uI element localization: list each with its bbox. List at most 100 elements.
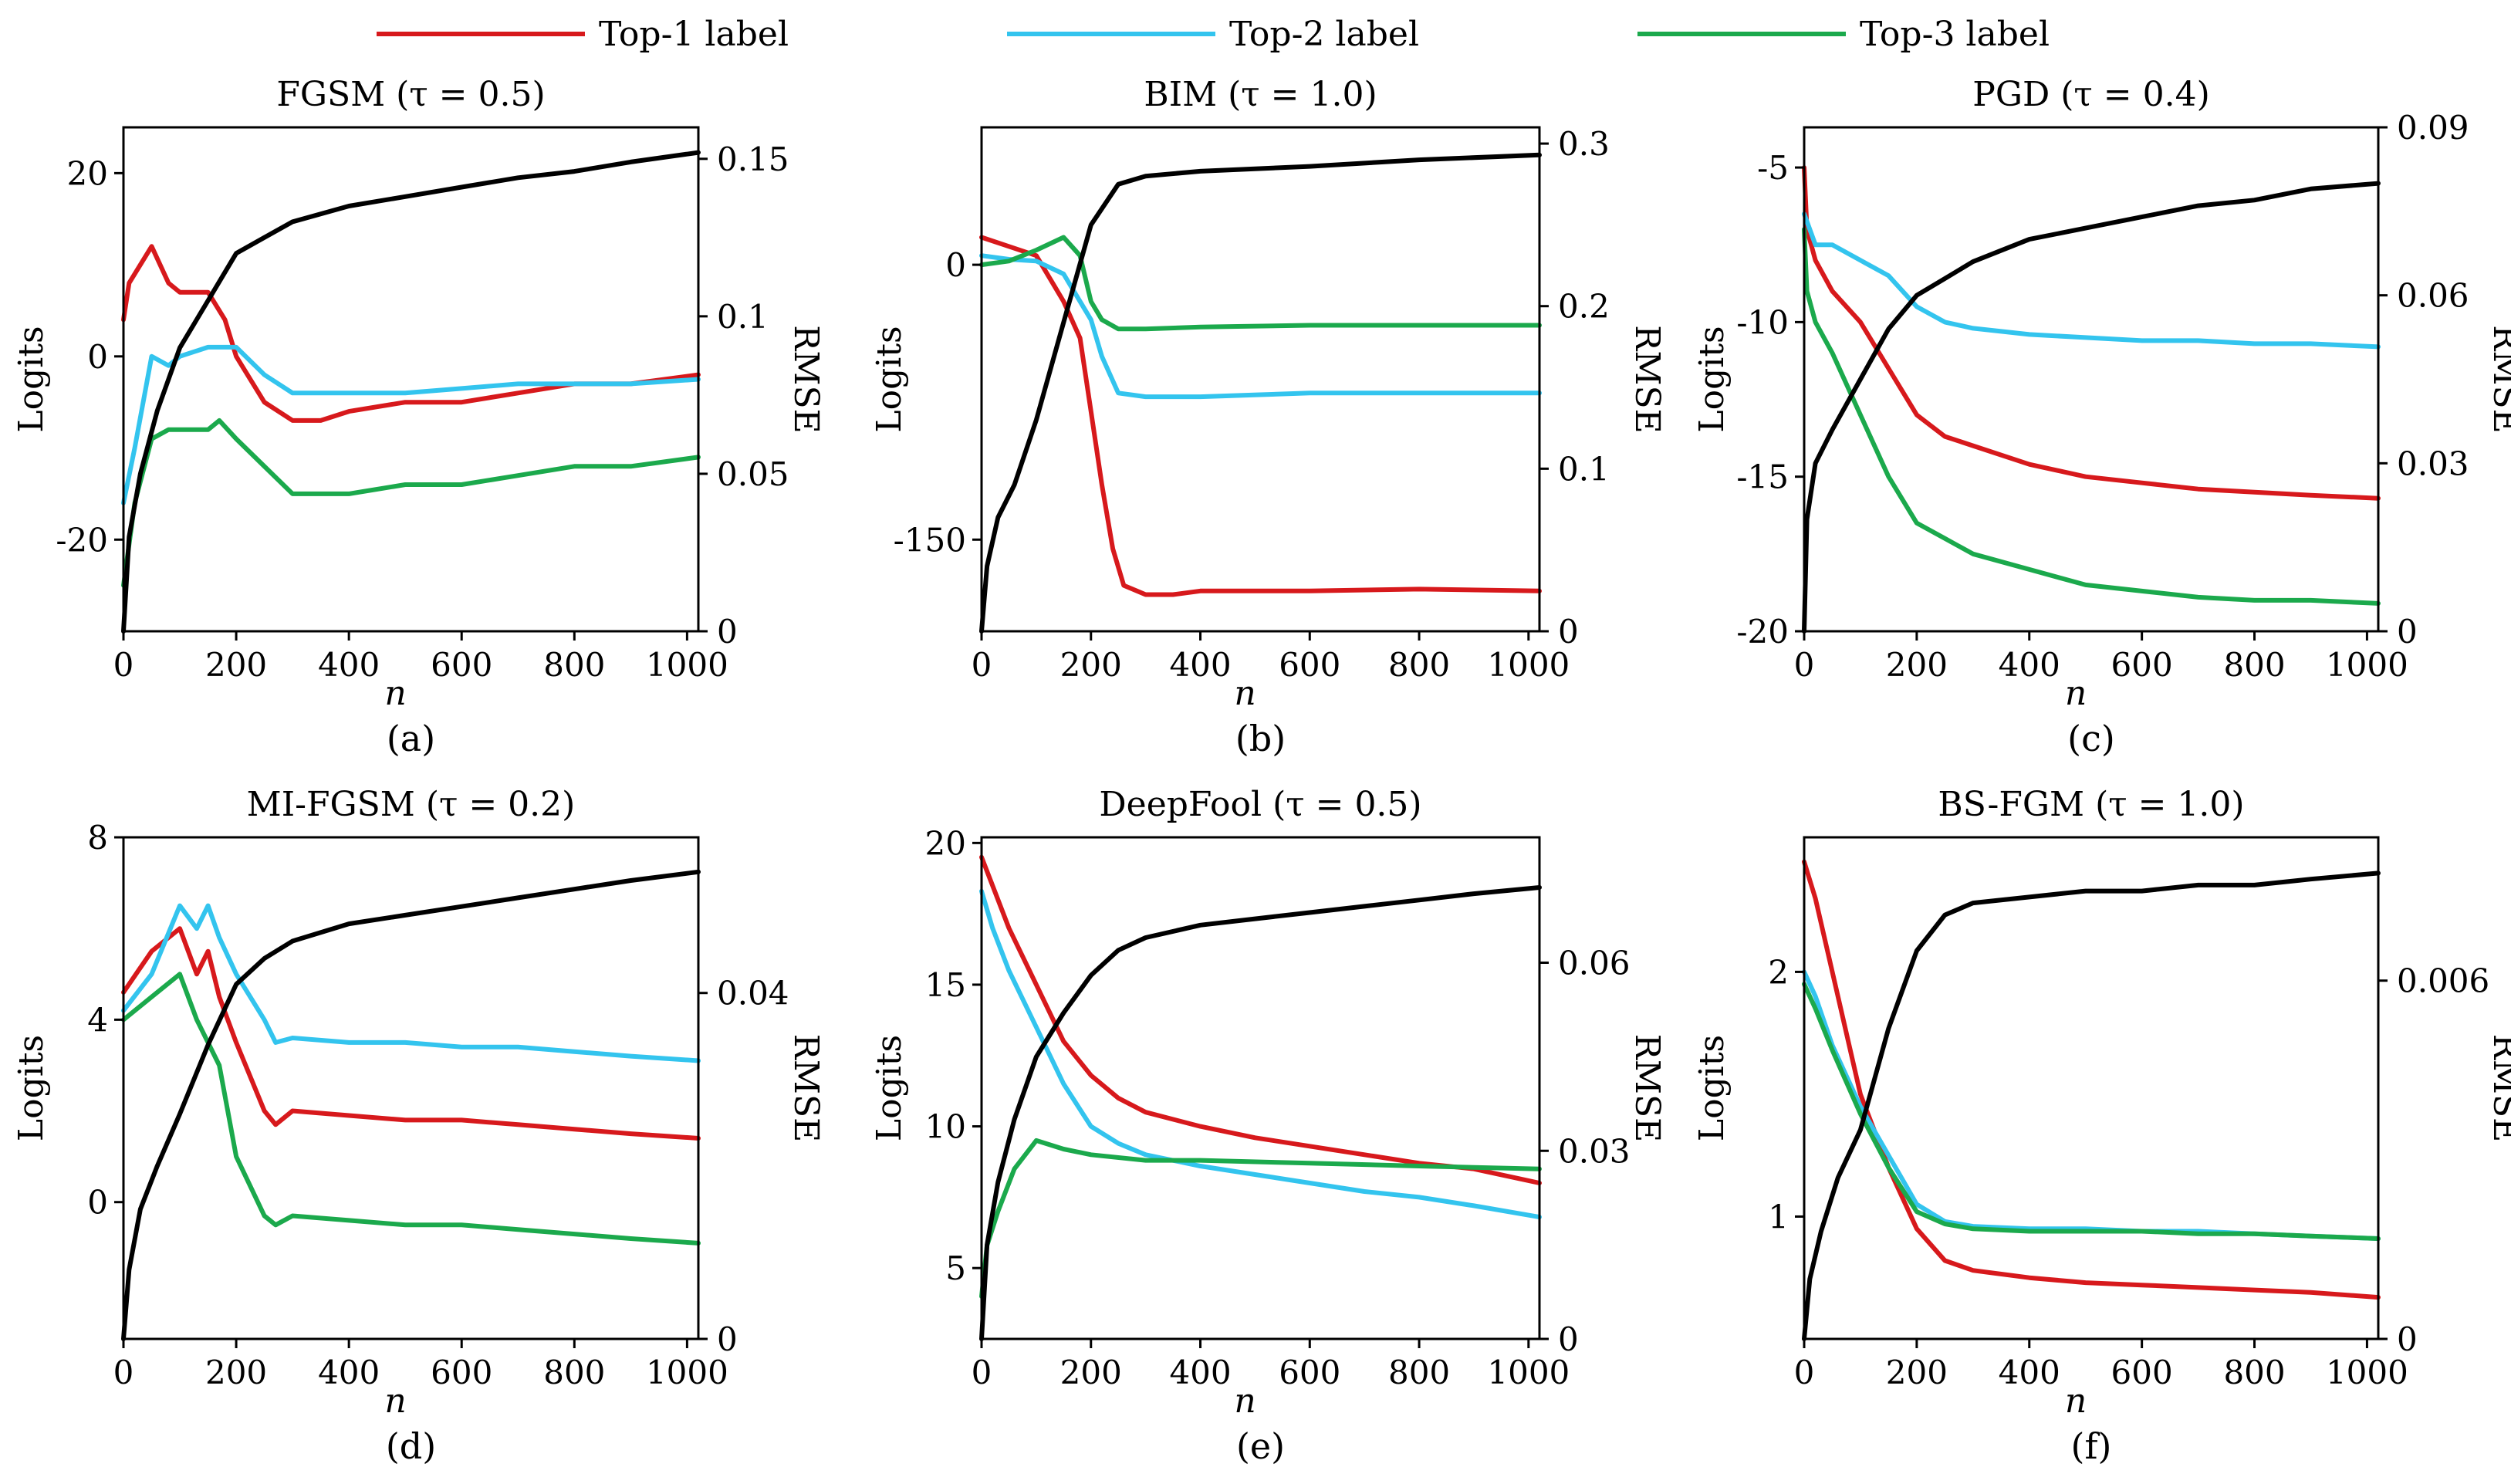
chart-e-series-top-2-label bbox=[979, 888, 1542, 1220]
chart-b-y2tick-label: 0.2 bbox=[1558, 288, 1610, 326]
chart-a-xtick-label: 400 bbox=[318, 646, 380, 684]
chart-f-title: BS-FGM (τ = 1.0) bbox=[1938, 785, 2244, 824]
chart-d-series-top-1-label bbox=[121, 926, 701, 1141]
chart-a-caption: (a) bbox=[387, 718, 435, 759]
chart-b: 0 200 400 600 800 1000 -150 0 0 0.1 0.2 0.3 BIM (τ =… bbox=[870, 75, 1667, 759]
chart-e-series-top-1-label bbox=[979, 854, 1542, 1185]
chart-e-y2tick-label: 0.03 bbox=[1558, 1132, 1631, 1170]
chart-d-xtick-label: 1000 bbox=[646, 1354, 728, 1391]
chart-e-xtick-label: 800 bbox=[1388, 1354, 1450, 1391]
chart-f-xtick-label: 600 bbox=[2111, 1354, 2173, 1391]
chart-f-frame bbox=[1803, 836, 2380, 1340]
chart-a-y2tick-label: 0.05 bbox=[717, 455, 789, 493]
chart-c-xtick-label: 1000 bbox=[2326, 646, 2408, 684]
chart-a-title: FGSM (τ = 0.5) bbox=[276, 75, 545, 114]
chart-b-ytick-label: -150 bbox=[894, 521, 966, 559]
chart-e-ytick-label: 20 bbox=[925, 824, 966, 862]
chart-b-caption: (b) bbox=[1235, 718, 1286, 759]
legend: Top-1 label Top-2 label Top-3 label bbox=[0, 0, 2511, 69]
legend-line-top2 bbox=[1007, 32, 1215, 36]
chart-d-ylabel: Logits bbox=[12, 1035, 51, 1141]
chart-d-y2tick-label: 0.04 bbox=[717, 975, 789, 1012]
chart-a: 0 200 400 600 800 1000-2002000.050.10.15FGSM … bbox=[12, 75, 826, 759]
chart-a-series-top-1-label bbox=[121, 244, 701, 423]
chart-c-xtick-label: 400 bbox=[1999, 646, 2060, 684]
chart-d-title: MI-FGSM (τ = 0.2) bbox=[247, 785, 576, 824]
chart-e-xtick-label: 600 bbox=[1279, 1354, 1340, 1391]
chart-e-caption: (e) bbox=[1236, 1425, 1285, 1467]
chart-f-series-rmse bbox=[1802, 870, 2381, 1341]
chart-a-ytick-label: -20 bbox=[56, 521, 108, 559]
chart-f-y2label: RMSE bbox=[2486, 1034, 2511, 1142]
chart-e-ytick-label: 10 bbox=[925, 1108, 966, 1146]
chart-c-xtick-label: 600 bbox=[2111, 646, 2173, 684]
chart-e-title: DeepFool (τ = 0.5) bbox=[1099, 785, 1421, 824]
chart-b-y2label: RMSE bbox=[1627, 325, 1667, 433]
chart-c-xlabel: n bbox=[2065, 674, 2087, 713]
chart-b-series-rmse bbox=[979, 152, 1542, 634]
chart-e-xtick-label: 200 bbox=[1060, 1354, 1122, 1391]
chart-e-xtick-label: 0 bbox=[972, 1354, 992, 1391]
chart-f-ytick-label: 1 bbox=[1768, 1198, 1789, 1236]
chart-a-xtick-label: 200 bbox=[205, 646, 267, 684]
chart-d-xlabel: n bbox=[384, 1381, 406, 1421]
chart-f-series-top-3-label bbox=[1802, 982, 2381, 1241]
legend-label-top2: Top-2 label bbox=[1229, 14, 1420, 54]
chart-a-ytick-label: 20 bbox=[67, 154, 108, 192]
chart-b-series-top-1-label bbox=[979, 235, 1542, 597]
chart-f: 0 200 400 600 800 1000 1 2 0 0.006 BS-FGM (τ = 1.0… bbox=[1692, 785, 2511, 1467]
chart-e-series-rmse bbox=[979, 885, 1542, 1341]
chart-a-ytick-label: 0 bbox=[87, 338, 108, 376]
chart-c-series-rmse bbox=[1802, 181, 2381, 634]
chart-e: 0 200 400 600 800 1000510152000.030.06DeepFoo… bbox=[870, 785, 1667, 1467]
chart-b-xtick-label: 400 bbox=[1169, 646, 1231, 684]
chart-e-ylabel: Logits bbox=[870, 1035, 909, 1141]
chart-d-xtick-label: 600 bbox=[431, 1354, 492, 1391]
chart-b-series-top-2-label bbox=[979, 253, 1542, 400]
chart-b-xtick-label: 600 bbox=[1279, 646, 1340, 684]
chart-c-y2tick-label: 0.03 bbox=[2397, 445, 2469, 482]
chart-f-ytick-label: 2 bbox=[1768, 953, 1789, 991]
chart-e-ytick-label: 5 bbox=[945, 1249, 966, 1287]
legend-label-top1: Top-1 label bbox=[599, 14, 789, 54]
chart-c-frame bbox=[1803, 126, 2380, 633]
chart-e-y2tick-label: 0.06 bbox=[1558, 945, 1631, 982]
chart-f-y2tick-label: 0 bbox=[2397, 1320, 2418, 1358]
chart-a-frame bbox=[122, 126, 700, 633]
chart-d-ytick-label: 8 bbox=[87, 819, 108, 857]
chart-f-y2tick-label: 0.006 bbox=[2397, 962, 2489, 1000]
chart-a-xtick-label: 0 bbox=[113, 646, 134, 684]
chart-e-xtick-label: 400 bbox=[1169, 1354, 1231, 1391]
chart-d-xtick-label: 200 bbox=[205, 1354, 267, 1391]
chart-a-xtick-label: 600 bbox=[431, 646, 492, 684]
chart-a-ylabel: Logits bbox=[12, 326, 51, 432]
chart-c-xtick-label: 200 bbox=[1886, 646, 1948, 684]
chart-b-series-top-3-label bbox=[979, 235, 1542, 332]
chart-e-xtick-label: 1000 bbox=[1487, 1354, 1570, 1391]
chart-a-y2tick-label: 0.1 bbox=[717, 298, 769, 336]
chart-b-xtick-label: 1000 bbox=[1487, 646, 1570, 684]
legend-label-top3: Top-3 label bbox=[1860, 14, 2050, 54]
chart-e-frame bbox=[980, 836, 1541, 1340]
chart-d-caption: (d) bbox=[386, 1425, 436, 1467]
chart-a-series-top-3-label bbox=[121, 417, 701, 588]
chart-d-xtick-label: 0 bbox=[113, 1354, 134, 1391]
chart-b-y2tick-label: 0 bbox=[1558, 613, 1579, 651]
chart-c-xtick-label: 0 bbox=[1794, 646, 1815, 684]
chart-f-xlabel: n bbox=[2065, 1381, 2087, 1421]
chart-d-series-top-3-label bbox=[121, 972, 701, 1246]
chart-f-xtick-label: 800 bbox=[2223, 1354, 2285, 1391]
chart-f-xtick-label: 200 bbox=[1886, 1354, 1948, 1391]
chart-d-frame bbox=[122, 836, 700, 1340]
chart-e-xlabel: n bbox=[1234, 1381, 1256, 1421]
chart-f-series-top-1-label bbox=[1802, 859, 2381, 1300]
chart-b-xtick-label: 200 bbox=[1060, 646, 1122, 684]
chart-d-series-top-2-label bbox=[121, 903, 701, 1063]
chart-f-xtick-label: 0 bbox=[1794, 1354, 1815, 1391]
chart-b-y2tick-label: 0.3 bbox=[1558, 125, 1610, 163]
chart-f-series-top-2-label bbox=[1802, 969, 2381, 1241]
chart-c-ytick-label: -5 bbox=[1757, 149, 1789, 187]
chart-c: 0 200 400 600 800 1000 -20 -15 -10 -5 0 0.03 0.06 0.0… bbox=[1692, 75, 2511, 759]
